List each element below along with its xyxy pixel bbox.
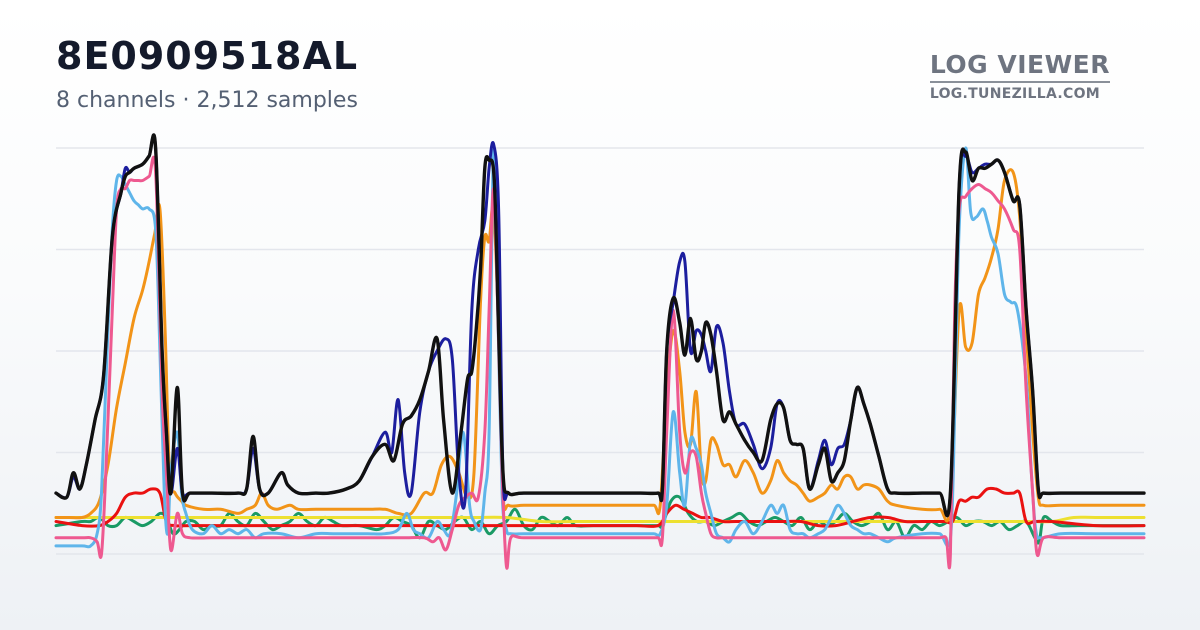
series-line-5: [54, 494, 1146, 545]
series-line-2: [54, 133, 1146, 518]
page-subtitle: 8 channels · 2,512 samples: [56, 88, 358, 113]
brand-url: LOG.TUNEZILLA.COM: [929, 86, 1100, 102]
series-line-8: [54, 146, 1146, 549]
series-line-6: [54, 515, 1146, 524]
page-title: 8E0909518AL: [56, 34, 359, 78]
series-line-7: [54, 155, 1146, 570]
brand-name: LOG VIEWER: [929, 50, 1110, 79]
series-line-3: [54, 168, 1146, 523]
chart-grid: [56, 147, 1144, 555]
chart-series-group: [54, 133, 1146, 570]
brand-logo: LOG VIEWER LOG.TUNEZILLA.COM: [929, 50, 1110, 102]
brand-divider: [929, 81, 1110, 83]
series-line-1: [54, 133, 1146, 518]
